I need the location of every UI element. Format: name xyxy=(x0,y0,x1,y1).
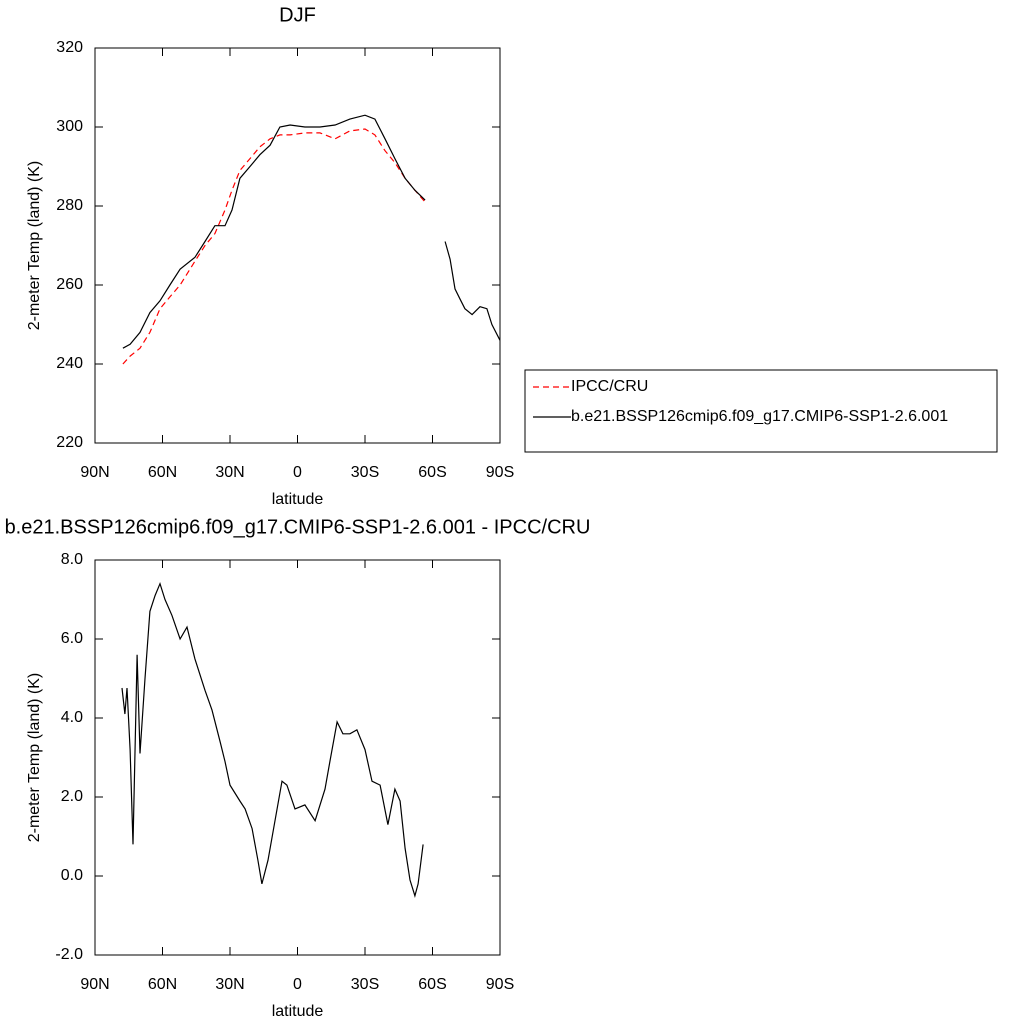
y-axis-label: 2-meter Temp (land) (K) xyxy=(26,161,43,331)
x-tick-label: 90S xyxy=(486,464,514,481)
y-tick-label: 4.0 xyxy=(61,709,83,726)
y-tick-label: 8.0 xyxy=(61,551,83,568)
x-tick-label: 90S xyxy=(486,976,514,993)
x-axis-label: latitude xyxy=(272,491,324,508)
x-axis-label: latitude xyxy=(272,1003,324,1020)
y-tick-label: 240 xyxy=(56,355,83,372)
chart-title: b.e21.BSSP126cmip6.f09_g17.CMIP6-SSP1-2.… xyxy=(5,516,591,538)
y-tick-label: -2.0 xyxy=(55,946,83,963)
x-tick-label: 30S xyxy=(351,976,379,993)
y-tick-label: 6.0 xyxy=(61,630,83,647)
x-tick-label: 0 xyxy=(293,464,302,481)
data-line xyxy=(122,114,501,349)
legend-label: b.e21.BSSP126cmip6.f09_g17.CMIP6-SSP1-2.… xyxy=(571,408,948,425)
x-tick-label: 90N xyxy=(80,976,109,993)
x-tick-label: 30N xyxy=(215,976,244,993)
x-tick-label: 30S xyxy=(351,464,379,481)
x-tick-label: 90N xyxy=(80,464,109,481)
y-tick-label: 280 xyxy=(56,197,83,214)
x-tick-label: 60S xyxy=(418,976,446,993)
legend-label: IPCC/CRU xyxy=(571,378,648,395)
y-tick-label: 300 xyxy=(56,118,83,135)
y-tick-label: 220 xyxy=(56,434,83,451)
plot-frame xyxy=(94,559,501,956)
data-line xyxy=(122,128,426,365)
x-tick-label: 60N xyxy=(148,976,177,993)
chart-title: DJF xyxy=(279,4,316,26)
y-tick-label: 0.0 xyxy=(61,867,83,884)
x-tick-label: 60N xyxy=(148,464,177,481)
x-tick-label: 30N xyxy=(215,464,244,481)
x-tick-label: 60S xyxy=(418,464,446,481)
plot-frame xyxy=(94,47,501,444)
data-line xyxy=(121,581,424,898)
legend-box xyxy=(524,369,998,453)
y-tick-label: 2.0 xyxy=(61,788,83,805)
x-tick-label: 0 xyxy=(293,976,302,993)
y-tick-label: 260 xyxy=(56,276,83,293)
y-tick-label: 320 xyxy=(56,39,83,56)
y-axis-label: 2-meter Temp (land) (K) xyxy=(26,673,43,843)
